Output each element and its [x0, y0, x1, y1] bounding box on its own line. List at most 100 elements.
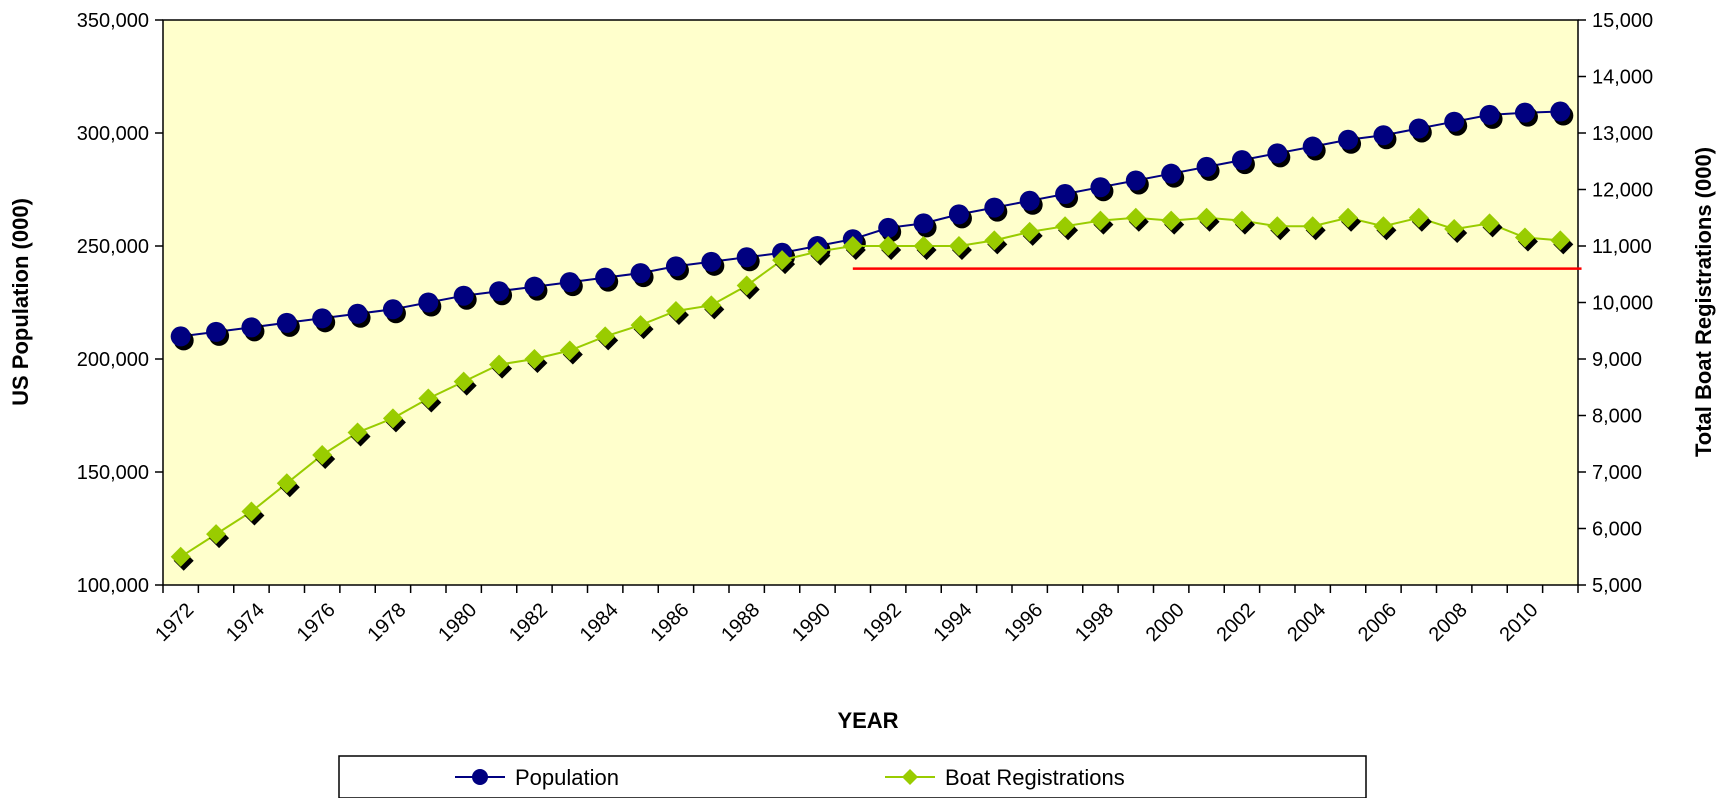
legend-box	[338, 755, 1367, 798]
x-tick-label: 2004	[1283, 599, 1330, 646]
population-point	[1338, 129, 1362, 154]
legend-marker-diamond	[902, 769, 918, 785]
population-point	[665, 256, 689, 281]
y-tick-label-left: 300,000	[77, 123, 149, 145]
population-point	[1125, 170, 1149, 195]
x-tick-label: 1998	[1071, 599, 1118, 646]
boat-registration-point	[630, 315, 654, 340]
boat-registration-point	[489, 354, 513, 379]
boat-registration-point	[807, 241, 831, 266]
boat-registration-point	[772, 250, 796, 275]
population-point	[489, 281, 513, 306]
x-tick-label: 1978	[363, 599, 410, 646]
y-tick-label-right: 7,000	[1592, 462, 1642, 484]
y-axis-title-left: US Population (000)	[8, 198, 33, 406]
boat-registration-point	[206, 524, 230, 549]
population-point	[312, 308, 336, 333]
boat-registration-point	[382, 408, 406, 433]
x-tick-label: 1996	[1000, 599, 1047, 646]
y-tick-label-left: 200,000	[77, 349, 149, 371]
x-tick-label: 1982	[505, 599, 552, 646]
population-point	[1550, 101, 1574, 126]
series-line-boat-registrations	[180, 216, 1561, 558]
x-tick-label: 2006	[1354, 599, 1401, 646]
boat-registration-point	[1161, 210, 1185, 235]
population-point	[241, 317, 265, 342]
legend-items: Population Boat Registrations	[455, 765, 1125, 790]
y-tick-label-right: 6,000	[1592, 519, 1642, 541]
population-point	[1019, 190, 1043, 215]
boat-registration-point	[1373, 216, 1397, 241]
series-layer	[170, 101, 1574, 571]
boat-registration-point	[878, 236, 902, 260]
x-tick-label: 1994	[929, 599, 976, 646]
x-tick-label: 1992	[859, 599, 906, 646]
x-tick-label: 1980	[434, 599, 481, 646]
population-point	[1444, 111, 1468, 136]
x-tick-label: 1976	[293, 599, 340, 646]
population-point	[595, 267, 619, 292]
population-point	[1514, 102, 1538, 127]
boat-registration-point	[665, 300, 689, 325]
boat-registration-point	[170, 546, 194, 571]
boat-registration-point	[312, 445, 336, 470]
legend-item-population: Population	[455, 765, 619, 790]
legend-label: Boat Registrations	[945, 765, 1125, 790]
population-point	[1161, 163, 1185, 188]
x-tick-label: 1984	[576, 599, 623, 646]
series-boat-registrations	[170, 207, 1574, 571]
boat-registration-point	[524, 349, 548, 373]
y-tick-label-right: 11,000	[1592, 236, 1652, 258]
legend-label: Population	[515, 765, 619, 790]
y-tick-label-right: 8,000	[1592, 406, 1642, 428]
boat-registration-point	[347, 422, 371, 447]
boat-registration-point	[1408, 207, 1432, 232]
boat-registration-point	[595, 326, 619, 351]
population-point	[418, 292, 442, 317]
population-point	[206, 321, 230, 346]
x-tick-label: 1972	[151, 599, 198, 646]
population-point	[948, 204, 972, 229]
population-point	[1196, 156, 1220, 181]
boat-registration-point	[1514, 227, 1538, 252]
series-population	[170, 101, 1574, 351]
boat-registration-point	[276, 473, 300, 498]
population-point	[1055, 184, 1079, 209]
y-tick-label-left: 150,000	[77, 462, 149, 484]
boat-registration-point	[1196, 207, 1220, 232]
boat-registration-point	[1550, 230, 1574, 255]
boat-registration-point	[453, 371, 477, 396]
boat-registration-point	[842, 236, 866, 260]
y-tick-label-right: 15,000	[1592, 10, 1653, 32]
x-tick-label: 2000	[1142, 599, 1189, 646]
y-tick-label-right: 12,000	[1592, 180, 1653, 202]
y-tick-label-left: 350,000	[77, 10, 149, 32]
y-tick-label-right: 5,000	[1592, 575, 1642, 597]
boat-registration-point	[559, 340, 583, 365]
plot-area	[162, 19, 1579, 586]
boat-registration-point	[1479, 213, 1503, 238]
population-point	[1302, 136, 1326, 161]
population-point	[630, 263, 654, 288]
population-point	[1373, 125, 1397, 150]
population-point	[170, 326, 194, 351]
y-tick-label-right: 14,000	[1592, 67, 1653, 89]
population-point	[878, 217, 902, 242]
legend: Population Boat Registrations	[338, 755, 1367, 798]
x-tick-label: 1988	[717, 599, 764, 646]
boat-registration-point	[984, 230, 1008, 255]
population-point	[913, 213, 937, 238]
x-tick-label: 2008	[1425, 599, 1472, 646]
population-point	[1267, 143, 1291, 168]
boat-registration-point	[241, 501, 265, 526]
x-tick-label: 1986	[646, 599, 693, 646]
population-point	[276, 312, 300, 337]
boat-registration-point	[736, 275, 760, 300]
y-tick-label-left: 100,000	[77, 575, 149, 597]
boat-registration-point	[1444, 219, 1468, 244]
y-axis-title-right: Total Boat Registrations (000)	[1691, 147, 1716, 457]
boat-registration-point	[418, 388, 442, 413]
x-tick-label: 2002	[1212, 599, 1259, 646]
population-point	[701, 251, 725, 276]
